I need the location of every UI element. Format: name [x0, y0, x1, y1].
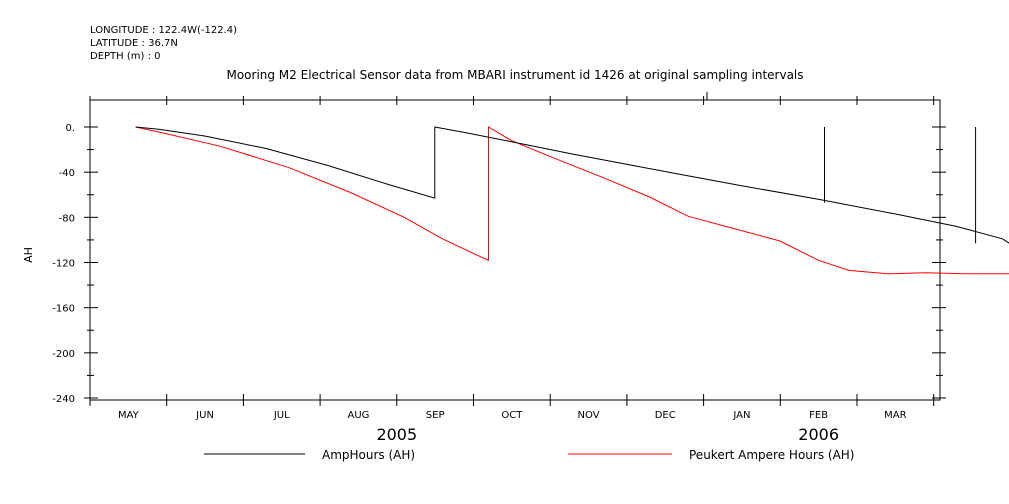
plot-frame — [89, 99, 941, 401]
y-tick-label: -160 — [52, 304, 75, 315]
chart-title: Mooring M2 Electrical Sensor data from M… — [226, 68, 804, 82]
series-amphours-line — [135, 126, 1009, 244]
x-tick-label-sep: SEP — [426, 410, 445, 421]
longitude-text: LONGITUDE : 122.4W(-122.4) — [90, 25, 237, 36]
x-tick-label-aug: AUG — [347, 410, 369, 421]
y-tick-label: -240 — [52, 394, 75, 405]
series-peukert-line — [135, 126, 1009, 275]
x-tick-label-jun: JUN — [195, 410, 214, 421]
legend-peukert-label: Peukert Ampere Hours (AH) — [689, 448, 855, 462]
depth-text: DEPTH (m) : 0 — [90, 51, 161, 62]
x-tick-label-dec: DEC — [655, 410, 676, 421]
y-tick-label: -200 — [52, 349, 75, 360]
year-label-2006: 2006 — [798, 425, 839, 444]
x-tick-label-may: MAY — [118, 410, 140, 421]
x-tick-label-oct: OCT — [501, 410, 523, 421]
year-label-2005: 2005 — [376, 425, 417, 444]
x-tick-label-nov: NOV — [578, 410, 600, 421]
x-tick-label-mar: MAR — [884, 410, 906, 421]
x-tick-label-jan: JAN — [732, 410, 750, 421]
x-tick-label-jul: JUL — [273, 410, 290, 421]
y-tick-label: -40 — [59, 168, 75, 179]
y-tick-label: 0. — [65, 123, 75, 134]
y-tick-label: -120 — [52, 259, 75, 270]
latitude-text: LATITUDE : 36.7N — [90, 38, 178, 49]
x-tick-label-feb: FEB — [809, 410, 828, 421]
legend-amphours-label: AmpHours (AH) — [322, 448, 415, 462]
y-axis-label: AH — [22, 247, 35, 263]
location-metadata: LONGITUDE : 122.4W(-122.4) LATITUDE : 36… — [90, 24, 237, 63]
y-tick-label: -80 — [59, 213, 75, 224]
